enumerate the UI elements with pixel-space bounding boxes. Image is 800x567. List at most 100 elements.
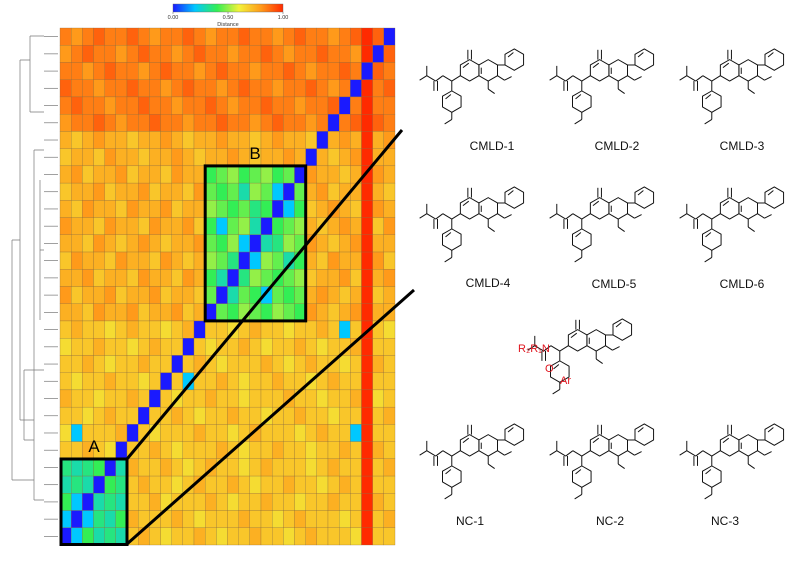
heatmap-cell bbox=[238, 493, 250, 511]
heatmap-cell bbox=[249, 320, 262, 339]
heatmap-cell bbox=[283, 148, 295, 167]
heatmap-cell bbox=[260, 527, 273, 546]
heatmap-cell bbox=[249, 355, 262, 373]
heatmap-cell bbox=[260, 182, 273, 201]
heatmap-cell bbox=[149, 96, 161, 115]
heatmap-cell bbox=[316, 458, 329, 477]
heatmap-cell bbox=[138, 27, 150, 46]
heatmap-cell bbox=[249, 406, 262, 425]
heatmap-cell bbox=[327, 131, 340, 149]
heatmap-cell bbox=[339, 96, 351, 115]
heatmap-cell bbox=[249, 475, 262, 494]
heatmap-cell bbox=[82, 62, 94, 80]
heatmap-cell bbox=[283, 320, 295, 339]
heatmap-cell bbox=[294, 96, 306, 115]
heatmap-cell bbox=[216, 389, 228, 408]
heatmap-cell bbox=[238, 234, 250, 253]
heatmap-cell bbox=[272, 424, 284, 442]
heatmap-cell bbox=[71, 165, 83, 184]
generic-carbonyl: O bbox=[545, 363, 554, 375]
heatmap-cell bbox=[171, 251, 183, 270]
heatmap-cell bbox=[182, 424, 195, 442]
heatmap-cell bbox=[149, 251, 161, 270]
heatmap-cell bbox=[160, 303, 172, 322]
heatmap-cell bbox=[383, 458, 396, 477]
heatmap-cell bbox=[138, 234, 150, 253]
heatmap-cell bbox=[305, 527, 317, 546]
heatmap-cell bbox=[260, 510, 273, 528]
heatmap-cell bbox=[339, 406, 351, 425]
heatmap-cell bbox=[305, 510, 317, 528]
heatmap-cell bbox=[283, 493, 295, 511]
heatmap-cell bbox=[104, 251, 116, 270]
heatmap-cell bbox=[305, 320, 317, 339]
heatmap-cell bbox=[238, 389, 250, 408]
heatmap-cell bbox=[93, 131, 105, 149]
heatmap-cell bbox=[305, 96, 317, 115]
heatmap-cell bbox=[149, 320, 161, 339]
heatmap-cell bbox=[272, 338, 284, 356]
heatmap-cell bbox=[126, 62, 139, 80]
heatmap-cell bbox=[205, 303, 217, 322]
heatmap-cell bbox=[149, 338, 161, 356]
heatmap-cell bbox=[171, 62, 183, 80]
heatmap-cell bbox=[350, 79, 362, 98]
heatmap-cell bbox=[294, 27, 306, 46]
heatmap-cell bbox=[182, 182, 195, 201]
heatmap-cell bbox=[138, 96, 150, 115]
heatmap-cell bbox=[327, 441, 340, 459]
heatmap-cell bbox=[238, 372, 250, 391]
heatmap-cell bbox=[327, 286, 340, 304]
heatmap-cell bbox=[182, 338, 195, 356]
heatmap-cell bbox=[361, 62, 373, 80]
heatmap-cell bbox=[149, 355, 161, 373]
heatmap-cell bbox=[361, 200, 373, 218]
heatmap-cell bbox=[272, 493, 284, 511]
heatmap-cell bbox=[59, 114, 72, 132]
heatmap-cell bbox=[294, 441, 306, 459]
heatmap-cell bbox=[350, 458, 362, 477]
heatmap-cell bbox=[205, 286, 217, 304]
heatmap-cell bbox=[104, 114, 116, 132]
heatmap-cell bbox=[361, 510, 373, 528]
compound-label: CMLD-4 bbox=[466, 276, 511, 290]
heatmap-cell bbox=[227, 372, 239, 391]
heatmap-cell bbox=[193, 96, 206, 115]
heatmap-cell bbox=[316, 182, 329, 201]
heatmap-cell bbox=[115, 372, 128, 391]
heatmap-cell bbox=[160, 286, 172, 304]
heatmap-cell bbox=[238, 62, 250, 80]
heatmap-cell bbox=[372, 441, 384, 459]
heatmap-cell bbox=[71, 217, 83, 235]
heatmap-cell bbox=[59, 269, 72, 287]
heatmap-cell bbox=[149, 79, 161, 98]
heatmap-cell bbox=[249, 217, 262, 235]
heatmap-cell bbox=[115, 424, 128, 442]
heatmap-cell bbox=[283, 182, 295, 201]
heatmap-cell bbox=[71, 114, 83, 132]
heatmap-cell bbox=[104, 424, 116, 442]
heatmap-cell bbox=[316, 389, 329, 408]
heatmap-cell bbox=[361, 148, 373, 167]
heatmap-cell bbox=[216, 165, 228, 184]
heatmap-cell bbox=[126, 458, 139, 477]
heatmap-cell bbox=[249, 458, 262, 477]
heatmap-cell bbox=[93, 27, 105, 46]
heatmap-cell bbox=[327, 527, 340, 546]
heatmap-cell bbox=[249, 269, 262, 287]
heatmap-cell bbox=[93, 96, 105, 115]
heatmap-cell bbox=[126, 424, 139, 442]
heatmap-cell bbox=[205, 79, 217, 98]
heatmap-cell bbox=[227, 131, 239, 149]
heatmap-cell bbox=[205, 510, 217, 528]
heatmap-cell bbox=[227, 148, 239, 167]
heatmap-cell bbox=[361, 234, 373, 253]
heatmap-cell bbox=[260, 79, 273, 98]
colorbar-tick-label: 0.50 bbox=[223, 15, 234, 21]
heatmap-cell bbox=[71, 475, 83, 494]
heatmap-cell bbox=[327, 406, 340, 425]
heatmap-cell bbox=[160, 217, 172, 235]
heatmap-cell bbox=[59, 79, 72, 98]
heatmap-cell bbox=[238, 286, 250, 304]
heatmap-cell bbox=[71, 527, 83, 546]
